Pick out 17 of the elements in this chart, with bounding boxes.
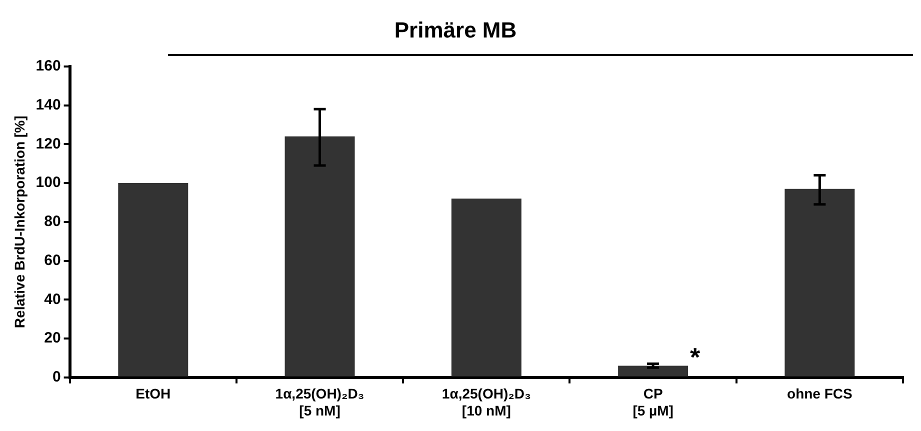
y-tick-label: 100 bbox=[36, 174, 61, 192]
y-tick-label: 160 bbox=[36, 58, 61, 75]
y-tick-label: 120 bbox=[36, 135, 61, 152]
y-tick-label: 60 bbox=[44, 252, 61, 269]
annotation: * bbox=[690, 342, 702, 372]
y-tick-label: 40 bbox=[44, 290, 61, 308]
chart-title: Primäre MB bbox=[394, 17, 517, 42]
y-tick-label: 80 bbox=[44, 213, 61, 230]
x-tick-label: 1α,25(OH)₂D₃ [10 nM] bbox=[442, 386, 531, 418]
x-tick-label: EtOH bbox=[136, 386, 171, 402]
x-tick-label: ohne FCS bbox=[787, 386, 852, 402]
y-axis-title: Relative BrdU-Inkorporation [%] bbox=[11, 116, 28, 328]
y-tick-label: 20 bbox=[44, 330, 61, 347]
y-tick-label: 0 bbox=[52, 368, 61, 386]
x-tick-label: 1α,25(OH)₂D₃ [5 nM] bbox=[275, 386, 364, 418]
y-tick-label: 140 bbox=[36, 96, 61, 114]
x-tick-label: CP [5 µM] bbox=[632, 386, 674, 418]
